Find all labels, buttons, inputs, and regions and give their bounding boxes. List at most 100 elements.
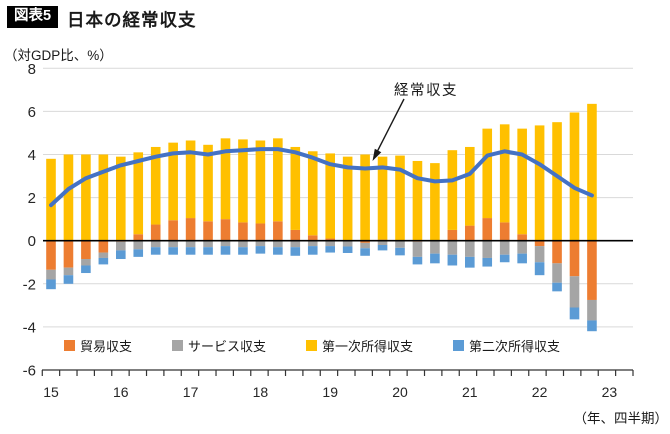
y-axis-label: 0 xyxy=(28,233,36,250)
legend-item-primary: 第一次所得収支 xyxy=(306,336,413,355)
bar-segment-trade xyxy=(203,221,213,241)
bar-segment-primary xyxy=(534,125,545,241)
bar-segment-primary xyxy=(447,150,458,230)
bar-segment-trade xyxy=(238,222,248,241)
bar-segment-primary xyxy=(482,128,493,219)
bar-segment-primary xyxy=(325,153,335,239)
series-primary-bars xyxy=(46,103,597,241)
bar-segment-primary xyxy=(587,103,597,241)
bar-segment-trade xyxy=(482,218,493,241)
bar-segment-secondary xyxy=(499,254,510,263)
bar-segment-secondary xyxy=(255,246,266,254)
bar-segment-services xyxy=(185,240,196,248)
bar-segment-trade xyxy=(447,229,458,241)
year-label: 15 xyxy=(43,384,59,400)
legend-label: サービス収支 xyxy=(188,339,267,354)
bar-segment-services xyxy=(255,240,266,247)
bar-segment-services xyxy=(482,240,493,258)
series-secondary-bars xyxy=(46,245,597,332)
bar-segment-secondary xyxy=(482,257,493,267)
legend-swatch-secondary xyxy=(453,340,465,351)
bar-segment-secondary xyxy=(133,249,144,257)
year-label: 17 xyxy=(183,384,199,400)
bar-segment-secondary xyxy=(534,262,545,276)
bar-segment-primary xyxy=(238,139,248,223)
bar-segment-services xyxy=(447,240,458,255)
y-axis-unit-label: （対GDP比、%） xyxy=(4,48,113,63)
bar-segment-secondary xyxy=(238,247,248,255)
bar-segment-trade xyxy=(273,221,283,241)
bar-segment-secondary xyxy=(517,253,527,264)
bar-segment-services xyxy=(412,241,423,257)
x-axis-labels: 15 16 17 18 19 20 21 22 23 xyxy=(43,384,617,400)
bar-segment-secondary xyxy=(342,246,353,253)
bar-segment-services xyxy=(569,276,580,308)
bar-segment-trade xyxy=(81,240,91,260)
bar-segment-trade xyxy=(98,240,109,253)
line-annotation-label: 経常収支 xyxy=(394,83,458,99)
year-label: 18 xyxy=(253,384,269,400)
bar-segment-primary xyxy=(499,124,510,223)
y-axis-label: 6 xyxy=(28,104,36,121)
bar-segment-secondary xyxy=(273,247,283,255)
bar-segment-primary xyxy=(133,152,144,235)
bar-segment-services xyxy=(133,240,144,250)
bar-segment-trade xyxy=(307,235,318,241)
bar-segment-secondary xyxy=(447,254,458,266)
bar-segment-trade xyxy=(255,223,266,241)
bar-segment-primary xyxy=(412,160,423,241)
bar-segment-primary xyxy=(63,154,74,241)
bar-segment-trade xyxy=(168,220,178,241)
bar-segment-services xyxy=(534,246,545,263)
bar-segment-secondary xyxy=(168,247,178,255)
bar-segment-primary xyxy=(290,146,301,230)
legend-item-trade: 貿易収支 xyxy=(64,336,132,355)
bar-segment-primary xyxy=(168,142,178,221)
bar-segment-primary xyxy=(203,144,213,222)
bar-segment-secondary xyxy=(116,250,126,260)
bar-segment-primary xyxy=(395,155,405,241)
y-axis-label: -4 xyxy=(23,319,36,336)
bar-segment-services xyxy=(290,240,301,248)
figure-number-badge: 図表5 xyxy=(7,6,59,28)
legend-label: 第二次所得収支 xyxy=(469,339,561,354)
bar-segment-services xyxy=(395,240,405,248)
gridlines xyxy=(43,67,633,328)
year-label: 21 xyxy=(462,384,478,400)
bar-segment-primary xyxy=(255,140,266,224)
legend-item-services: サービス収支 xyxy=(172,336,266,355)
bar-segment-services xyxy=(273,240,283,248)
x-axis-unit-label: （年、四半期） xyxy=(573,411,669,426)
bar-segment-services xyxy=(430,240,440,254)
bar-segment-trade xyxy=(133,234,144,241)
legend-label: 貿易収支 xyxy=(80,339,133,354)
bar-segment-secondary xyxy=(465,256,475,268)
bar-segment-trade xyxy=(46,240,56,270)
bar-segment-primary xyxy=(273,138,283,222)
bar-segment-secondary xyxy=(203,247,213,255)
bar-segment-secondary xyxy=(46,279,56,290)
y-axis-label: 8 xyxy=(28,61,36,78)
bar-segment-trade xyxy=(534,240,545,247)
bar-segment-services xyxy=(203,240,213,248)
bar-segment-secondary xyxy=(290,247,301,256)
bar-segment-services xyxy=(98,252,109,258)
bar-segment-trade xyxy=(517,234,527,241)
bar-segment-trade xyxy=(360,240,370,243)
x-axis xyxy=(41,369,634,376)
annotation-arrow xyxy=(372,98,405,161)
bar-segment-primary xyxy=(81,154,91,241)
bar-segment-primary xyxy=(46,158,56,241)
bar-segment-trade xyxy=(290,229,301,241)
bar-segment-primary xyxy=(342,156,353,241)
bar-segment-trade xyxy=(185,218,196,241)
bar-segment-secondary xyxy=(63,275,74,284)
chart-legend: 貿易収支 サービス収支 第一次所得収支 第二次所得収支 xyxy=(64,336,560,355)
bar-segment-primary xyxy=(517,128,527,235)
bar-segment-primary xyxy=(150,146,161,225)
bar-segment-services xyxy=(220,240,231,247)
bar-segment-secondary xyxy=(98,257,109,265)
y-axis-label: 2 xyxy=(28,190,36,207)
bar-segment-secondary xyxy=(569,307,580,320)
